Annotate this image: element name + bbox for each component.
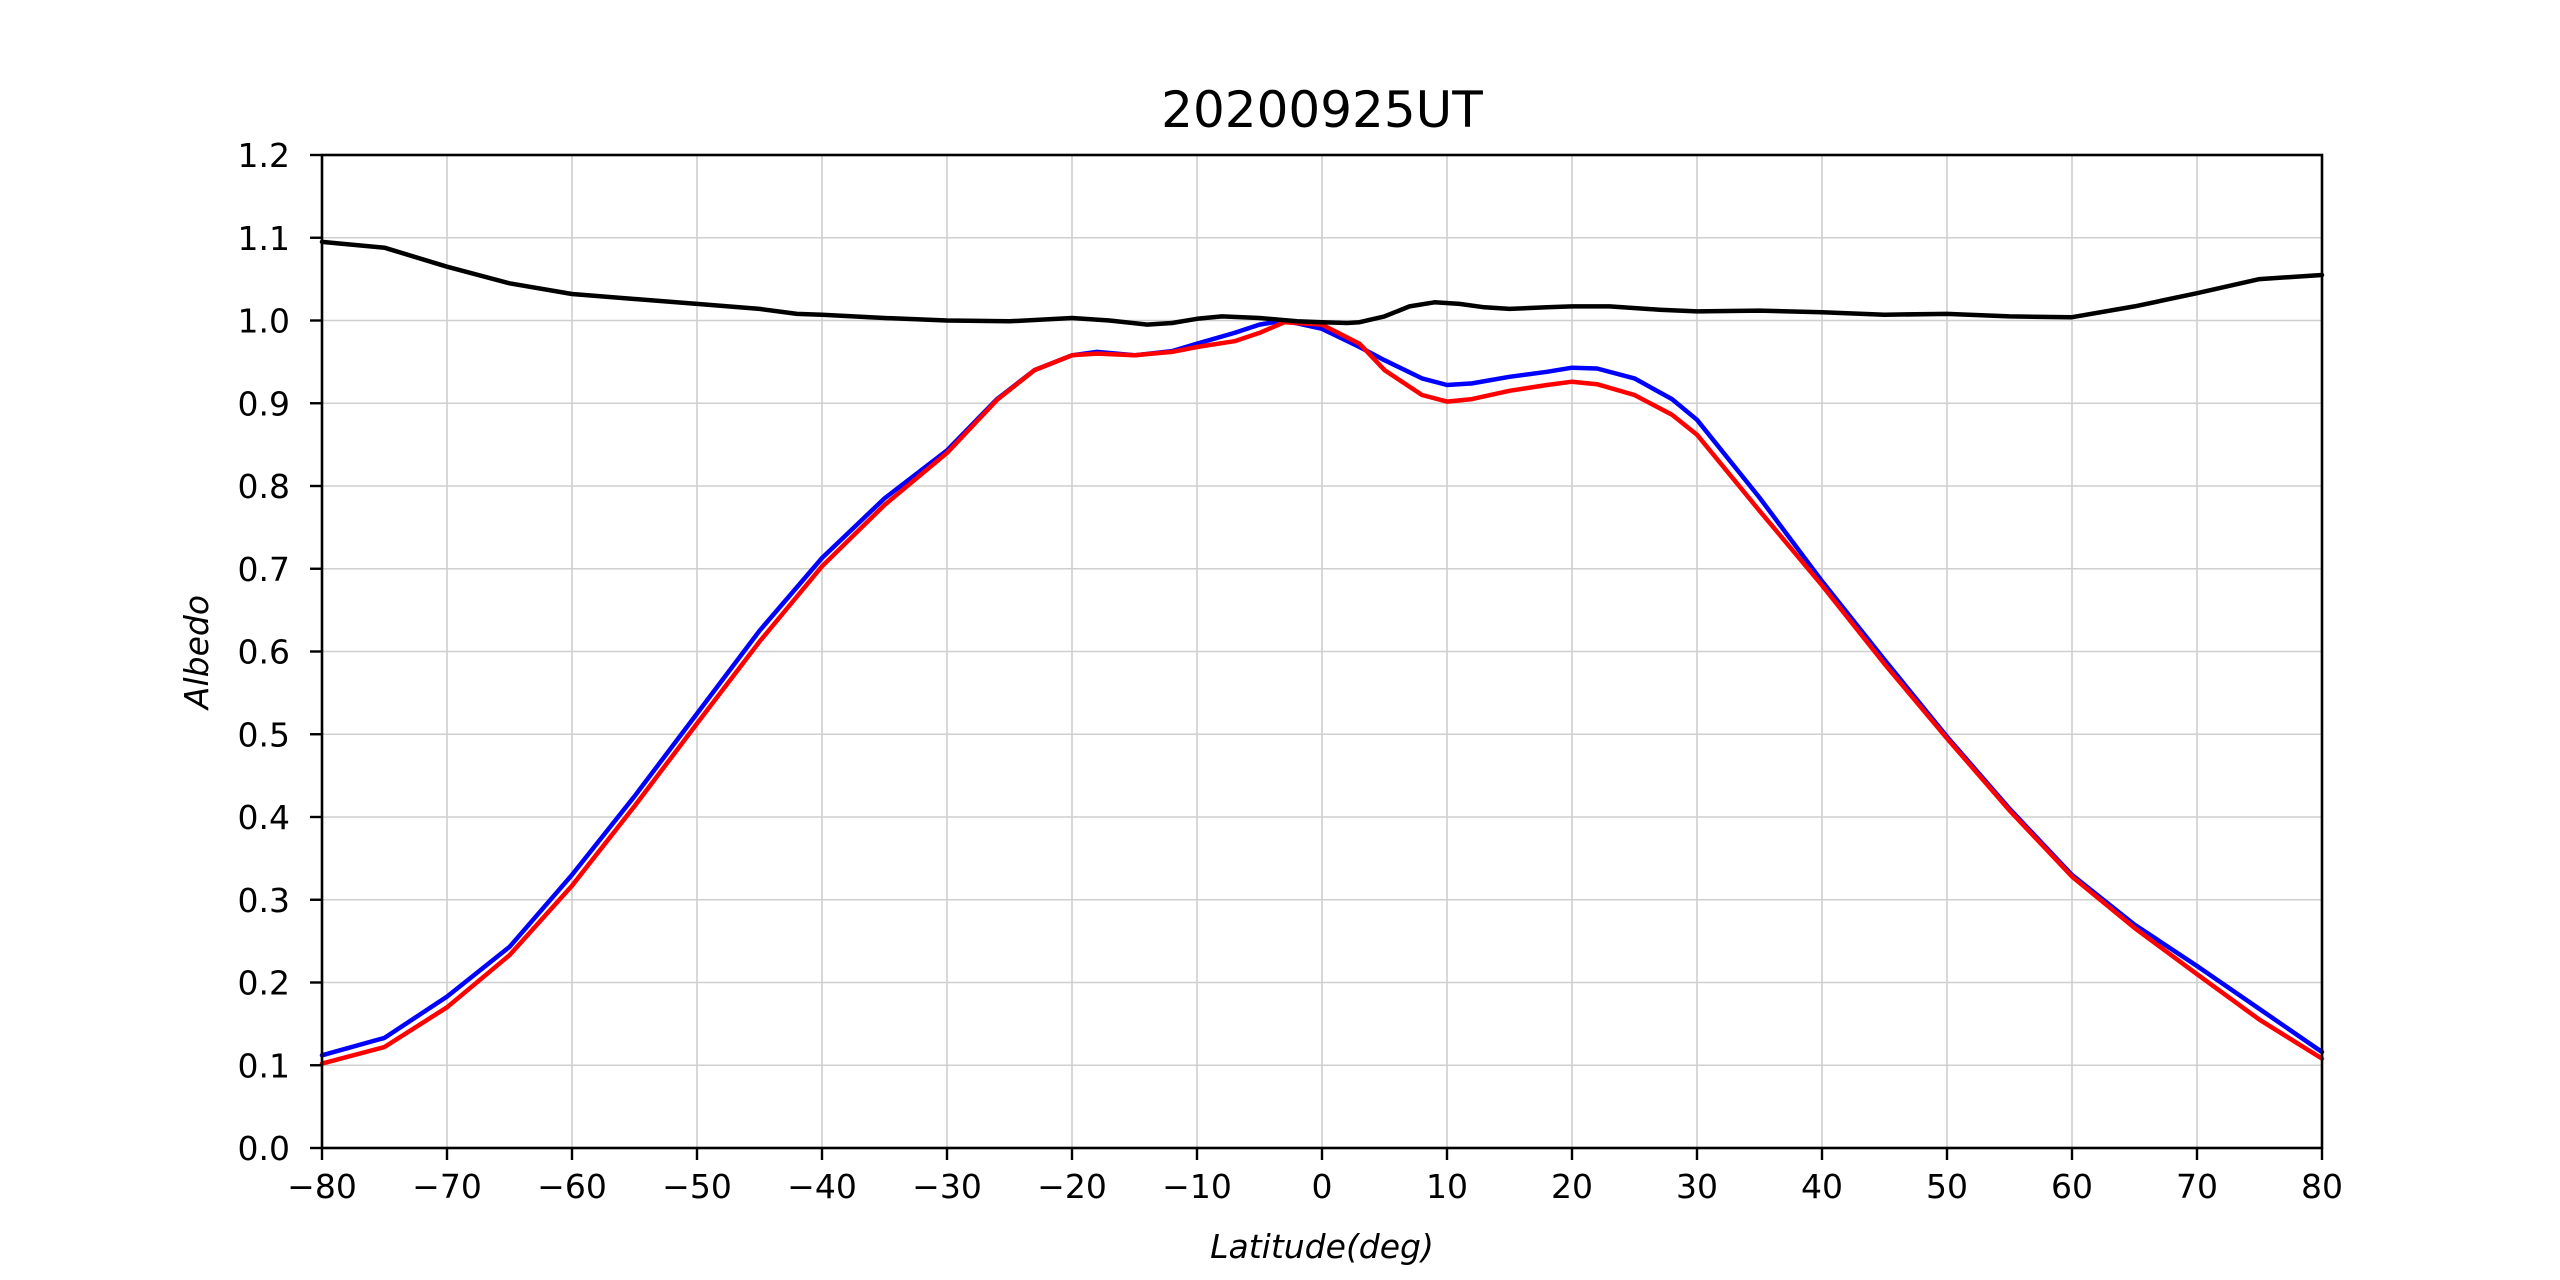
y-tick-label: 0.0	[238, 1129, 290, 1168]
x-tick-label: 40	[1801, 1167, 1843, 1206]
x-tick-label: 50	[1926, 1167, 1968, 1206]
x-axis-label-unit: (deg)	[1346, 1227, 1434, 1266]
y-tick-label: 0.2	[238, 964, 290, 1003]
y-tick-label: 1.0	[238, 302, 290, 341]
x-tick-label: −80	[287, 1167, 357, 1206]
series-line-2	[319, 319, 2325, 1066]
series-line-3	[319, 239, 2325, 327]
x-tick-label: 20	[1551, 1167, 1593, 1206]
x-tick-label: −50	[662, 1167, 732, 1206]
y-tick-label: 0.3	[238, 881, 290, 920]
y-axis-ticks: 0.0 0.1 0.2 0.3 0.4 0.5 0.6 0.7 0.8 0.9 1.0 1.1 1.2	[238, 136, 322, 1168]
y-tick-label: 1.1	[238, 219, 290, 258]
y-tick-label: 0.7	[238, 550, 290, 589]
x-tick-label: −30	[912, 1167, 982, 1206]
x-tick-label: −60	[537, 1167, 607, 1206]
x-tick-label: −10	[1162, 1167, 1232, 1206]
x-tick-label: 0	[1312, 1167, 1333, 1206]
x-tick-label: 60	[2051, 1167, 2093, 1206]
x-tick-label: 80	[2301, 1167, 2343, 1206]
grid	[321, 154, 2323, 1149]
x-tick-label: −40	[787, 1167, 857, 1206]
series-line-1	[319, 318, 2325, 1058]
x-tick-label: −20	[1037, 1167, 1107, 1206]
chart-title: 20200925UT	[1161, 81, 1483, 139]
y-tick-label: 0.1	[238, 1046, 290, 1085]
x-tick-label: 30	[1676, 1167, 1718, 1206]
x-axis-label-main: Latitude	[1210, 1227, 1346, 1266]
y-tick-label: 0.4	[238, 798, 290, 837]
x-tick-label: −70	[412, 1167, 482, 1206]
y-axis-label: Albedo	[177, 595, 216, 711]
x-axis-ticks: −80 −70 −60 −50 −40 −30 −20 −10 0 10 20 30 40 50 60 70 8…	[287, 1148, 2343, 1206]
y-tick-label: 1.2	[238, 136, 290, 175]
y-tick-label: 0.6	[238, 633, 290, 672]
y-tick-label: 0.8	[238, 467, 290, 506]
x-tick-label: 10	[1426, 1167, 1468, 1206]
series-group	[319, 239, 2325, 1066]
x-tick-label: 70	[2176, 1167, 2218, 1206]
y-tick-label: 0.9	[238, 384, 290, 423]
y-tick-label: 0.5	[238, 715, 290, 754]
x-axis-label: Latitude(deg)	[1210, 1227, 1434, 1266]
